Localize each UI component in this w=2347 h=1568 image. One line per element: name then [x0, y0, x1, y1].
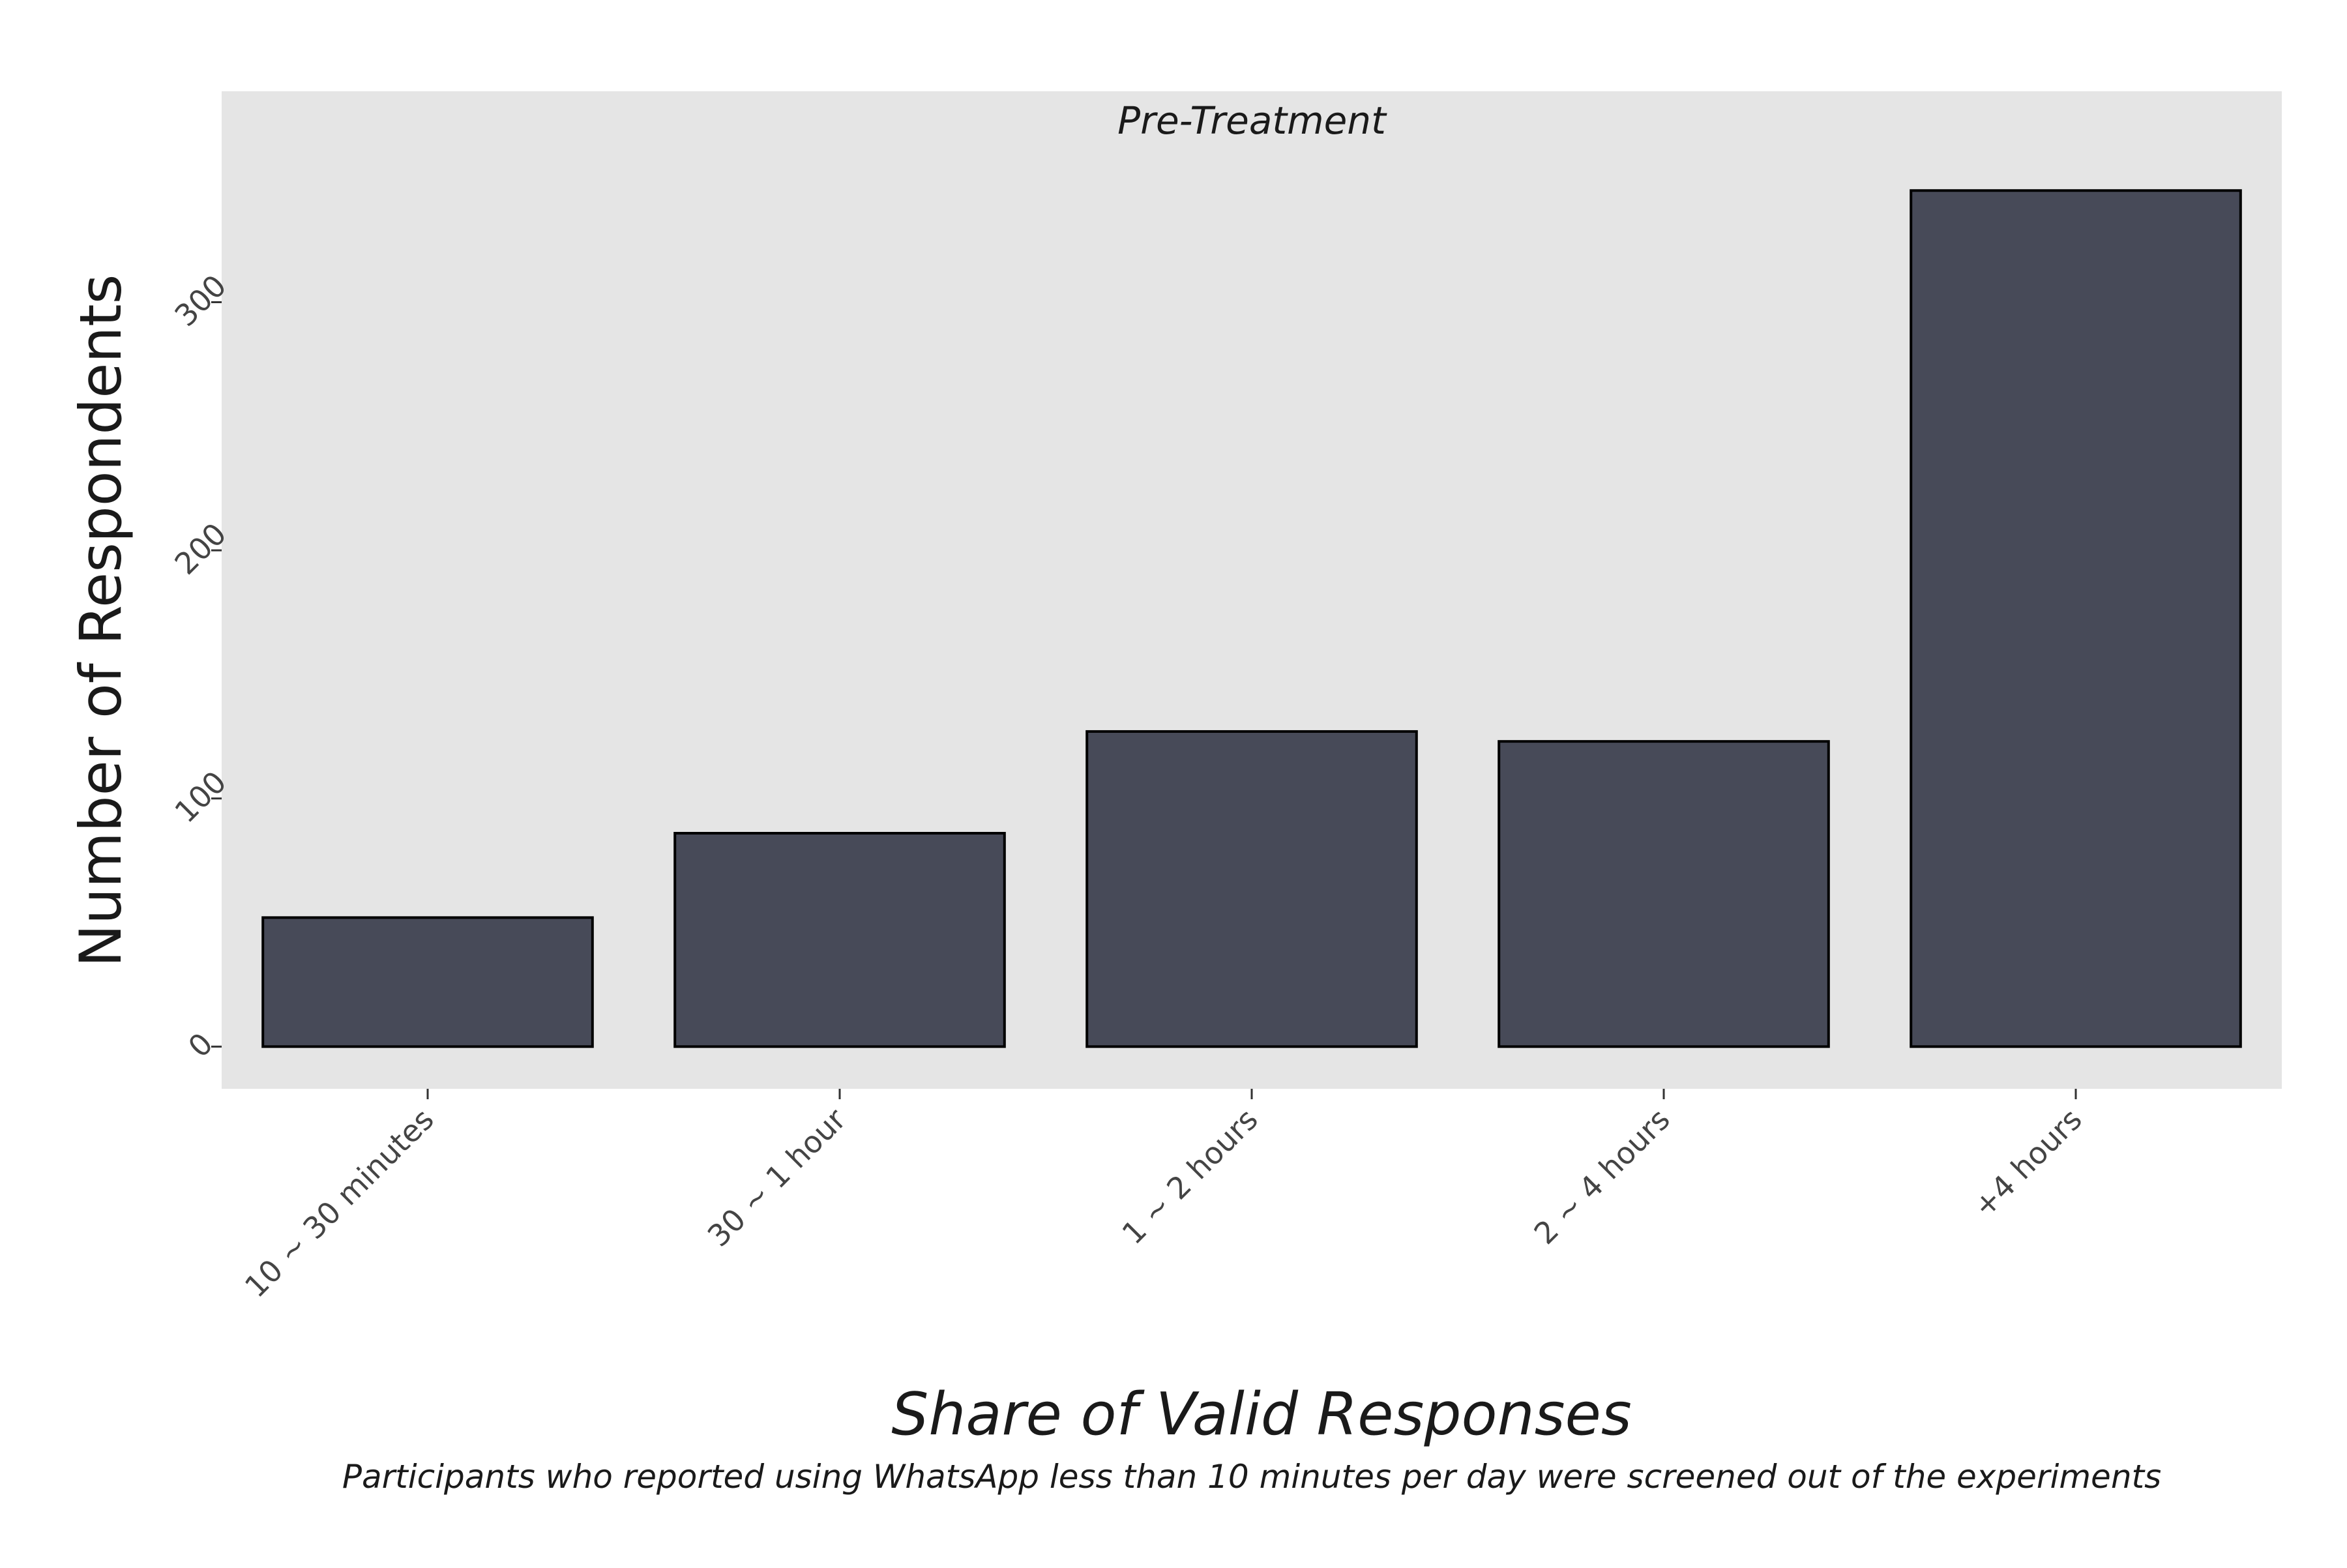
x-tick-label-2: 1 ~ 2 hours: [1115, 1102, 1264, 1251]
x-axis-title: Share of Valid Responses: [891, 1380, 1632, 1449]
bar-0: [261, 916, 594, 1048]
bar-1: [673, 831, 1006, 1048]
x-tick-label-1: 30 ~ 1 hour: [701, 1102, 853, 1254]
x-tick-label-0: 10 ~ 30 minutes: [238, 1102, 441, 1305]
bar-3: [1498, 740, 1830, 1048]
caption: Participants who reported using WhatsApp…: [342, 1458, 2161, 1496]
x-axis: 10 ~ 30 minutes 30 ~ 1 hour 1 ~ 2 hours 2 ~…: [238, 1089, 2089, 1305]
bars-group: [261, 189, 2242, 1048]
bar-2: [1085, 730, 1418, 1048]
panel-title: Pre-Treatment: [1117, 98, 1387, 143]
y-axis-title: Number of Respondents: [67, 274, 134, 967]
y-tick-label-0: 0: [181, 1026, 220, 1064]
x-tick-label-3: 2 ~ 4 hours: [1527, 1102, 1676, 1251]
x-tick-label-4: +4 hours: [1966, 1102, 2089, 1224]
bar-4: [1910, 189, 2242, 1048]
